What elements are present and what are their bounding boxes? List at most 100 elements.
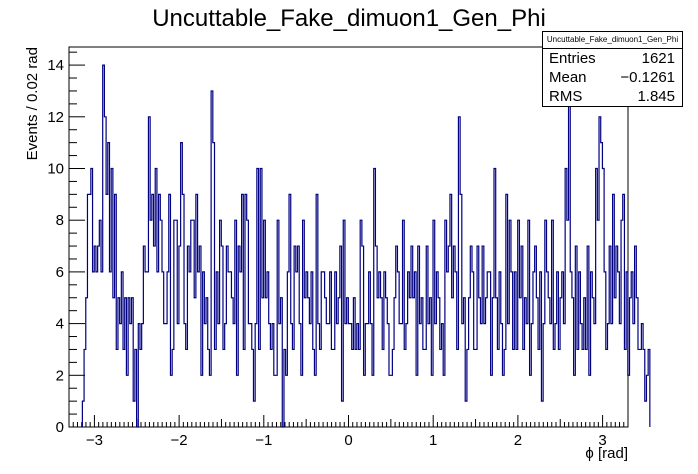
stats-entries-label: Entries <box>549 50 596 67</box>
y-tick-label: 0 <box>56 419 64 436</box>
stats-row-mean: Mean −0.1261 <box>543 68 682 87</box>
histogram-bin <box>645 401 647 427</box>
stats-title: Uncuttable_Fake_dimuon1_Gen_Phi <box>543 32 682 49</box>
histogram-bin <box>594 324 596 427</box>
histogram-bin <box>452 298 454 427</box>
histogram-bin <box>223 349 225 427</box>
histogram-bin <box>116 349 118 427</box>
histogram-bin <box>523 349 525 427</box>
histogram-bin <box>526 324 528 427</box>
histogram-bin <box>457 349 459 427</box>
histogram-bin <box>154 246 156 427</box>
stats-row-rms: RMS 1.845 <box>543 87 682 106</box>
histogram-bin <box>140 349 142 427</box>
histogram-bin <box>399 324 401 427</box>
histogram-bin <box>355 349 357 427</box>
histogram-bin <box>372 375 374 427</box>
histogram-bin <box>577 349 579 427</box>
histogram-bin <box>331 349 333 427</box>
histogram-bin <box>382 349 384 427</box>
histogram-bin <box>109 272 111 427</box>
histogram-bin <box>326 324 328 427</box>
histogram-bin <box>474 349 476 427</box>
histogram-bin <box>541 401 543 427</box>
stats-mean-label: Mean <box>549 69 587 86</box>
histogram-bin <box>465 401 467 427</box>
histogram-bin <box>198 272 200 427</box>
histogram-bin <box>401 324 403 427</box>
histogram-bin <box>120 324 122 427</box>
histogram-bin <box>428 324 430 427</box>
histogram-bin <box>619 324 621 427</box>
histogram-bin <box>516 349 518 427</box>
histogram-bin <box>553 349 555 427</box>
histogram-bin <box>150 220 152 427</box>
histogram-bin <box>484 324 486 427</box>
histogram-bin <box>530 375 532 427</box>
stats-rms-label: RMS <box>549 88 583 105</box>
histogram-bin <box>237 375 239 427</box>
histogram-bin <box>614 298 616 427</box>
histogram-bin <box>89 194 91 427</box>
histogram-bin <box>279 324 281 427</box>
histogram-bin <box>123 349 125 427</box>
histogram-bin <box>491 375 493 427</box>
histogram-bin <box>275 375 277 427</box>
histogram-bin <box>611 324 613 427</box>
histogram-bin <box>497 349 499 427</box>
histogram-bin <box>93 272 95 427</box>
histogram-bin <box>240 272 242 427</box>
histogram-bin <box>431 375 433 427</box>
histogram-bin <box>480 324 482 427</box>
histogram-bin <box>194 298 196 427</box>
y-tick-label: 6 <box>56 264 64 281</box>
histogram-bin <box>413 298 415 427</box>
histogram-bin <box>342 401 344 427</box>
y-tick-label: 10 <box>47 160 64 177</box>
histogram-bin <box>304 298 306 427</box>
y-tick-label: 2 <box>56 367 64 384</box>
histogram-bin <box>513 349 515 427</box>
histogram-bin <box>189 272 191 427</box>
histogram-bin <box>550 324 552 427</box>
histogram-bin <box>262 298 264 427</box>
histogram-bin <box>447 272 449 427</box>
histogram-bin <box>336 324 338 427</box>
histogram-bin <box>328 324 330 427</box>
histogram-bin <box>574 375 576 427</box>
histogram-bin <box>425 349 427 427</box>
chart-title: Uncuttable_Fake_dimuon1_Gen_Phi <box>152 5 546 32</box>
histogram-bin <box>186 349 188 427</box>
histogram-bin <box>320 349 322 427</box>
histogram-bin <box>96 272 98 427</box>
histogram-bin <box>462 324 464 427</box>
histogram-bin <box>633 324 635 427</box>
histogram-bin <box>145 272 147 427</box>
histogram-bin <box>218 324 220 427</box>
histogram-bin <box>164 324 166 427</box>
stats-row-entries: Entries 1621 <box>543 49 682 68</box>
histogram-bin <box>265 298 267 427</box>
histogram-bin <box>228 272 230 427</box>
histogram-bin <box>601 143 603 427</box>
histogram-bin <box>640 349 642 427</box>
histogram-bin <box>589 375 591 427</box>
histogram-bin <box>404 349 406 427</box>
histogram-bin <box>391 375 393 427</box>
histogram-bin <box>585 349 587 427</box>
histogram-bin <box>301 375 303 427</box>
histogram-bin <box>606 349 608 427</box>
stats-entries-value: 1621 <box>641 50 675 67</box>
histogram-bin <box>243 349 245 427</box>
histogram-bin <box>563 324 565 427</box>
y-tick-label: 4 <box>56 316 64 333</box>
y-tick-label: 8 <box>56 212 64 229</box>
histogram-bin <box>435 324 437 427</box>
histogram-bin <box>147 272 149 427</box>
stats-box: Uncuttable_Fake_dimuon1_Gen_Phi Entries … <box>542 31 683 107</box>
histogram-bin <box>508 324 510 427</box>
y-tick-label: 12 <box>47 109 64 126</box>
histogram-bin <box>133 401 135 427</box>
histogram-bin <box>624 349 626 427</box>
